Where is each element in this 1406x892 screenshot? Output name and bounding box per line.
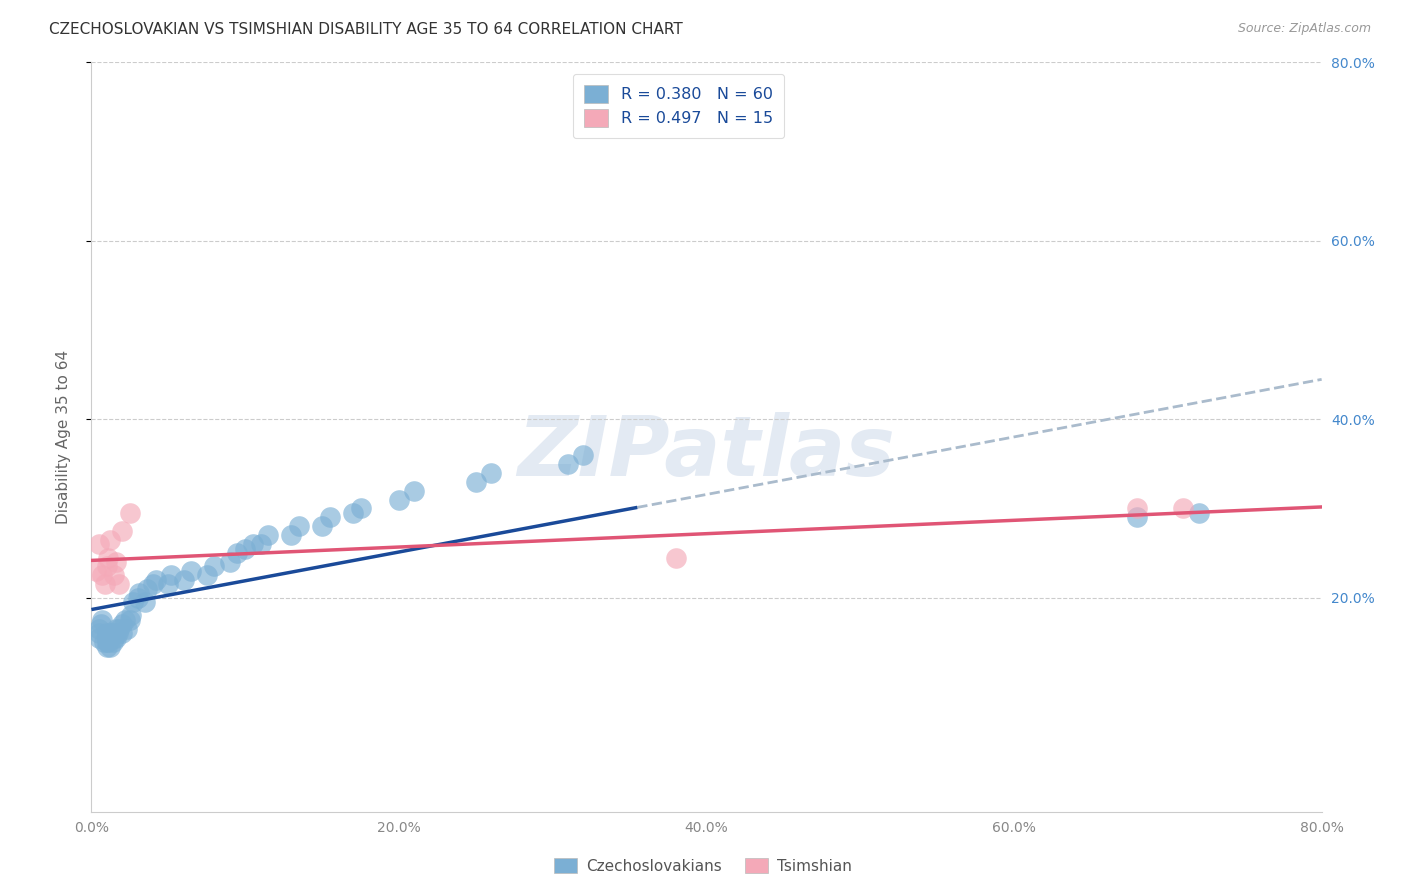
Point bbox=[90, 617, 112, 632]
Point bbox=[118, 506, 141, 520]
Point bbox=[173, 573, 195, 587]
Point bbox=[120, 608, 142, 623]
Point bbox=[103, 626, 125, 640]
Point bbox=[97, 635, 120, 649]
Point bbox=[96, 559, 118, 574]
Point bbox=[105, 622, 127, 636]
Legend: R = 0.380   N = 60, R = 0.497   N = 15: R = 0.380 N = 60, R = 0.497 N = 15 bbox=[574, 74, 785, 137]
Point bbox=[87, 626, 110, 640]
Text: CZECHOSLOVAKIAN VS TSIMSHIAN DISABILITY AGE 35 TO 64 CORRELATION CHART: CZECHOSLOVAKIAN VS TSIMSHIAN DISABILITY … bbox=[49, 22, 683, 37]
Point bbox=[96, 635, 118, 649]
Point bbox=[218, 555, 240, 569]
Point bbox=[96, 626, 118, 640]
Point bbox=[288, 519, 311, 533]
Text: ZIPatlas: ZIPatlas bbox=[517, 411, 896, 492]
Point bbox=[280, 528, 302, 542]
Point bbox=[180, 564, 202, 578]
Point bbox=[98, 533, 121, 547]
Point bbox=[202, 559, 225, 574]
Point bbox=[157, 577, 180, 591]
Point bbox=[97, 550, 120, 565]
Point bbox=[105, 555, 127, 569]
Point bbox=[87, 631, 110, 645]
Point bbox=[233, 541, 256, 556]
Point bbox=[665, 550, 688, 565]
Point bbox=[342, 506, 364, 520]
Point bbox=[111, 626, 134, 640]
Point bbox=[1126, 510, 1149, 524]
Point bbox=[249, 537, 271, 551]
Point bbox=[108, 577, 131, 591]
Point bbox=[349, 501, 371, 516]
Point bbox=[96, 631, 118, 645]
Point bbox=[242, 537, 264, 551]
Point bbox=[122, 595, 145, 609]
Point bbox=[145, 573, 167, 587]
Point bbox=[557, 457, 579, 471]
Point bbox=[114, 613, 136, 627]
Point bbox=[107, 626, 129, 640]
Point bbox=[111, 524, 134, 538]
Point bbox=[103, 631, 125, 645]
Point bbox=[135, 582, 157, 596]
Point bbox=[91, 568, 114, 582]
Point bbox=[93, 635, 115, 649]
Point bbox=[98, 631, 121, 645]
Point bbox=[127, 591, 149, 605]
Point bbox=[257, 528, 280, 542]
Point bbox=[319, 510, 342, 524]
Point bbox=[94, 577, 117, 591]
Point bbox=[111, 617, 134, 632]
Point bbox=[87, 622, 110, 636]
Y-axis label: Disability Age 35 to 64: Disability Age 35 to 64 bbox=[56, 350, 70, 524]
Point bbox=[226, 546, 249, 560]
Point bbox=[98, 640, 121, 654]
Point bbox=[91, 613, 114, 627]
Point bbox=[142, 577, 165, 591]
Point bbox=[103, 568, 125, 582]
Point bbox=[1126, 501, 1149, 516]
Point bbox=[87, 537, 110, 551]
Point bbox=[1173, 501, 1195, 516]
Point bbox=[96, 640, 118, 654]
Point bbox=[311, 519, 333, 533]
Point bbox=[134, 595, 156, 609]
Point bbox=[160, 568, 183, 582]
Point bbox=[105, 631, 127, 645]
Point bbox=[572, 448, 595, 462]
Point bbox=[195, 568, 218, 582]
Point bbox=[101, 635, 124, 649]
Point bbox=[100, 626, 122, 640]
Point bbox=[115, 622, 138, 636]
Point bbox=[479, 466, 502, 480]
Point bbox=[404, 483, 426, 498]
Text: Source: ZipAtlas.com: Source: ZipAtlas.com bbox=[1237, 22, 1371, 36]
Point bbox=[388, 492, 411, 507]
Point bbox=[128, 586, 150, 600]
Point bbox=[464, 475, 486, 489]
Point bbox=[108, 622, 131, 636]
Point bbox=[1187, 506, 1209, 520]
Legend: Czechoslovakians, Tsimshian: Czechoslovakians, Tsimshian bbox=[548, 852, 858, 880]
Point bbox=[118, 613, 141, 627]
Point bbox=[84, 564, 107, 578]
